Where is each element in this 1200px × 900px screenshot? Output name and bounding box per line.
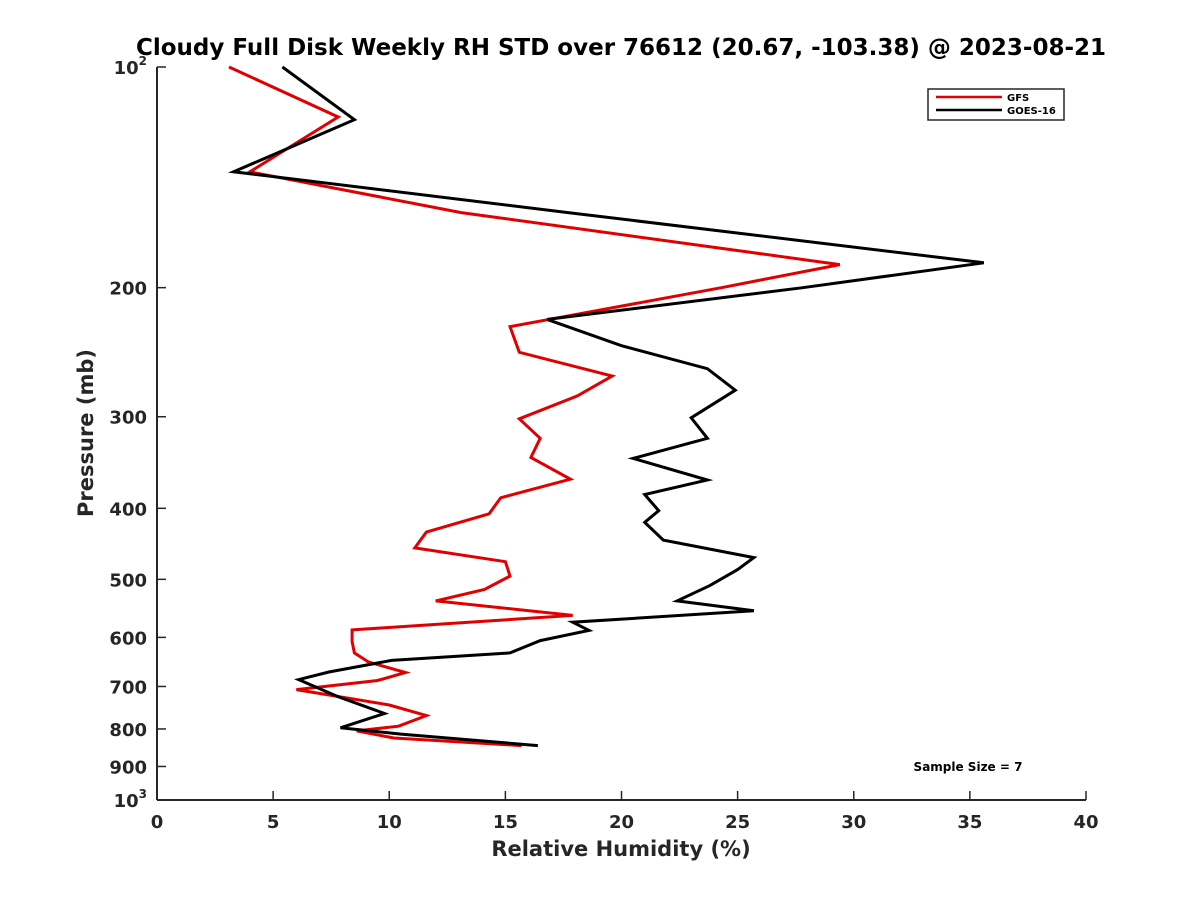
legend-label: GFS [1007, 93, 1029, 104]
series-layer [227, 65, 985, 748]
series-line-gfs [228, 65, 841, 748]
y-tick-label: 800 [109, 720, 147, 741]
x-axis-label: Relative Humidity (%) [491, 837, 750, 861]
x-tick-label: 40 [1073, 812, 1098, 833]
ticks-layer: 0 5 10 15 20 25 30 35 40 102 200 300 400 500 600 700 800… [109, 54, 1098, 833]
x-tick-label: 10 [377, 812, 402, 833]
x-tick-label: 0 [151, 812, 164, 833]
legend-box [927, 88, 1065, 121]
series-line-goes-16 [227, 65, 985, 748]
y-tick-label: 700 [109, 677, 147, 698]
y-tick-label: 200 [109, 279, 147, 300]
sample-size-annotation: Sample Size = 7 [914, 760, 1023, 774]
y-tick-label: 600 [109, 628, 147, 649]
y-tick-label: 300 [109, 408, 147, 429]
chart-title: Cloudy Full Disk Weekly RH STD over 7661… [136, 35, 1106, 61]
y-tick-label: 103 [114, 787, 147, 812]
legend-label: GOES-16 [1007, 106, 1056, 117]
y-tick-label: 500 [109, 570, 147, 591]
y-axis-label: Pressure (mb) [74, 349, 98, 517]
y-tick-label: 102 [114, 54, 147, 79]
x-tick-label: 30 [841, 812, 866, 833]
y-tick-label: 900 [109, 757, 147, 778]
x-tick-label: 25 [725, 812, 750, 833]
x-tick-label: 35 [957, 812, 982, 833]
y-tick-label: 400 [109, 499, 147, 520]
x-tick-label: 15 [493, 812, 518, 833]
x-tick-label: 5 [267, 812, 280, 833]
legend: GFS GOES-16 [927, 88, 1065, 121]
x-tick-label: 20 [609, 812, 634, 833]
